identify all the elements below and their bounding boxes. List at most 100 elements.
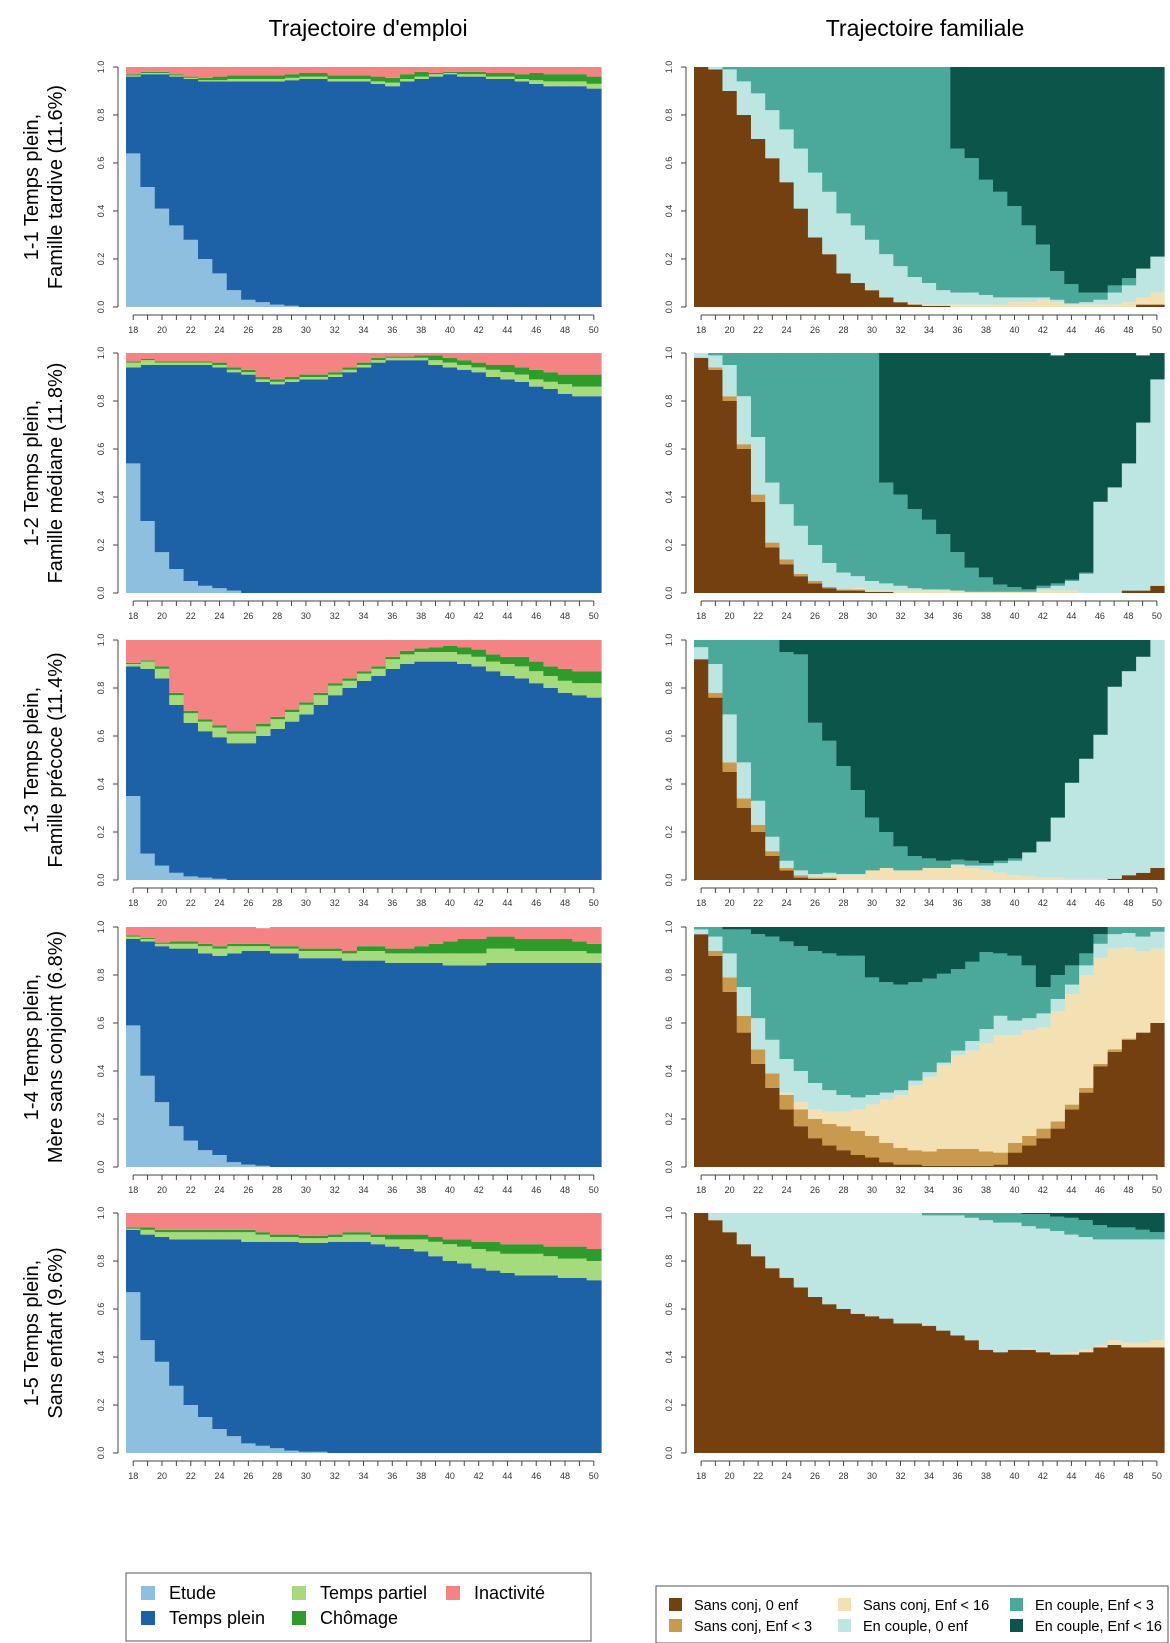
row-label-line: Famille précoce (11.4%) [45,652,67,867]
band-segment [284,710,299,712]
band-segment [808,876,823,877]
band-segment [241,1213,256,1230]
band-segment [1079,305,1094,307]
band-segment [950,1215,965,1335]
panel-famille-1-4: 0.00.20.40.60.81.018 20 22 24 26 28 30 32 34 36 38… [664,921,1165,1195]
band-segment [779,861,794,868]
band-segment [1079,1093,1094,1167]
band-segment [198,1417,213,1453]
band-segment [457,953,472,965]
row-label-line: 1-1 Temps plein, [21,114,43,260]
y-tick-label: 0.4 [96,778,106,791]
band-segment [1121,1343,1136,1348]
band-segment [708,1213,723,1220]
band-segment [371,363,386,593]
band-segment [256,67,271,75]
y-tick-label: 0.6 [96,1017,106,1030]
band-segment [1150,586,1165,593]
x-tick-label: 40 [1009,898,1019,908]
x-tick-label: 20 [157,611,167,621]
band-segment [1107,949,1122,1050]
band-segment [126,939,141,1025]
band-segment [879,982,894,1092]
band-segment [385,67,400,78]
y-tick-label: 0.8 [96,682,106,695]
band-segment [737,808,752,880]
band-segment [794,870,809,875]
band-segment [708,370,723,593]
band-segment [515,81,530,307]
band-segment [1093,293,1108,300]
band-segment [184,944,199,949]
band-segment [1064,591,1079,593]
band-segment [1121,1039,1136,1040]
band-segment [155,943,170,944]
band-segment [950,1166,965,1167]
band-segment [779,927,794,941]
band-segment [1107,640,1122,687]
band-segment [936,974,951,1063]
band-segment [155,361,170,362]
band-segment [1007,587,1022,592]
band-segment [694,934,709,1167]
band-segment [212,927,227,946]
band-segment [457,1263,472,1453]
band-segment [851,875,866,880]
band-segment [779,868,794,870]
band-segment [313,377,328,379]
band-segment [893,1148,908,1165]
band-segment [500,640,515,657]
band-segment [822,587,837,588]
x-tick-label: 40 [1009,611,1019,621]
band-segment [572,1259,587,1278]
band-segment [1121,875,1136,880]
band-segment [385,86,400,307]
band-segment [399,81,414,307]
band-segment [256,724,271,726]
x-tick-label: 20 [157,1185,167,1195]
band-segment [529,951,544,963]
band-segment [328,1213,343,1235]
band-segment [558,693,573,880]
band-segment [1093,1347,1108,1453]
band-segment [836,640,851,766]
band-segment [1050,927,1065,975]
band-segment [443,358,458,363]
band-segment [558,1278,573,1453]
band-segment [342,79,357,81]
band-segment [241,372,256,374]
x-tick-label: 48 [560,325,570,335]
band-segment [543,372,558,382]
band-segment [1050,300,1065,302]
band-segment [399,358,414,360]
band-segment [1022,852,1037,876]
band-segment [1064,1109,1079,1167]
x-tick-label: 28 [272,1185,282,1195]
x-tick-label: 34 [924,1471,934,1481]
band-segment [227,944,242,946]
band-segment [241,951,256,1165]
band-segment [587,387,602,397]
band-segment [184,363,199,365]
band-segment [543,74,558,81]
band-segment [1107,285,1122,292]
band-segment [428,73,443,74]
band-segment [241,944,256,946]
band-segment [414,79,429,307]
band-segment [765,483,780,543]
band-segment [543,688,558,880]
x-tick-label: 32 [896,611,906,621]
band-segment [1007,956,1022,1021]
band-segment [779,129,794,182]
band-segment [737,444,752,449]
x-tick-label: 46 [531,611,541,621]
band-segment [908,67,923,277]
panel-emploi-1-4: 0.00.20.40.60.81.018 20 22 24 26 28 30 32 34 36 38… [96,921,602,1195]
band-segment [256,1235,271,1242]
band-segment [342,927,357,951]
x-tick-label: 18 [696,325,706,335]
band-segment [879,67,894,254]
band-segment [1150,1239,1165,1340]
x-tick-label: 30 [301,611,311,621]
band-segment [1036,67,1051,245]
